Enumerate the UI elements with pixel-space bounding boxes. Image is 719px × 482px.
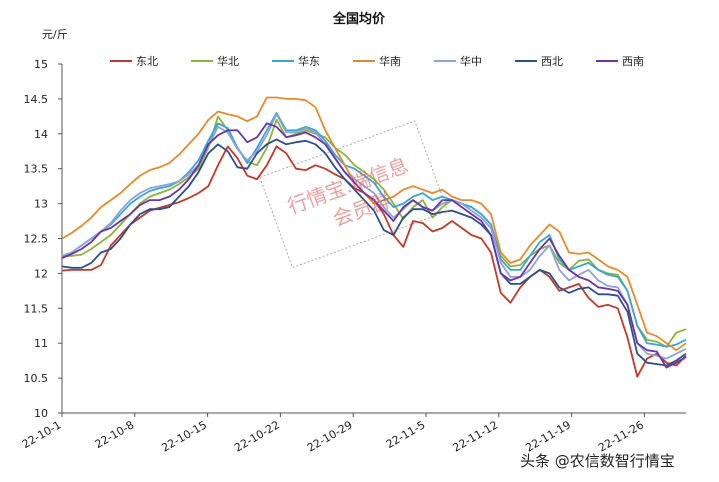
x-tick-label: 22-10-15 — [159, 418, 209, 454]
x-tick-label: 22-10-8 — [93, 418, 137, 451]
x-tick-label: 22-11-12 — [451, 418, 501, 454]
x-tick-label: 22-10-22 — [232, 418, 282, 454]
series-line-华东 — [61, 112, 687, 348]
series-line-西南 — [61, 122, 687, 369]
legend-label: 华中 — [460, 54, 482, 68]
series-lines — [61, 96, 687, 378]
series-line-华南 — [61, 96, 687, 352]
y-tick-label: 11 — [34, 337, 48, 350]
watermark-box — [259, 120, 449, 269]
series-line-华中 — [61, 113, 687, 360]
legend-label: 华东 — [298, 54, 320, 68]
x-tick-label: 22-11-26 — [596, 418, 646, 454]
legend: 东北 华北 华东 华南 华中 西北 西南 — [110, 54, 644, 68]
chart-title: 全国均价 — [332, 11, 386, 27]
series-line-西北 — [61, 138, 687, 367]
x-axis: 22-10-1 22-10-8 22-10-15 22-10-22 22-10-29 22… — [20, 412, 686, 455]
y-tick-label: 10.5 — [24, 372, 49, 385]
y-tick-label: 10 — [34, 407, 48, 420]
x-tick-label: 22-11-5 — [384, 418, 428, 451]
y-tick-label: 12 — [34, 267, 48, 280]
legend-label: 华北 — [217, 54, 239, 68]
y-tick-label: 13 — [34, 198, 48, 211]
x-tick-label: 22-10-1 — [20, 418, 64, 451]
legend-label: 华南 — [379, 54, 401, 68]
y-tick-label: 14.5 — [24, 93, 49, 106]
x-tick-label: 22-11-19 — [523, 418, 573, 454]
y-tick-label: 15 — [34, 58, 48, 71]
y-tick-label: 12.5 — [24, 233, 49, 246]
y-axis: 10 10.5 11 11.5 12 12.5 13 13.5 14 14.5 15 — [24, 58, 63, 420]
legend-label: 西南 — [622, 55, 644, 68]
series-line-华北 — [61, 115, 687, 348]
y-tick-label: 14 — [34, 128, 48, 141]
y-unit-label: 元/斤 — [42, 28, 68, 41]
credit-text: 头条 @农信数智行情宝 — [520, 452, 675, 470]
y-tick-label: 13.5 — [24, 163, 49, 176]
legend-label: 东北 — [136, 55, 158, 68]
x-tick-label: 22-10-29 — [305, 418, 355, 454]
legend-label: 西北 — [541, 55, 563, 68]
y-tick-label: 11.5 — [24, 302, 49, 315]
